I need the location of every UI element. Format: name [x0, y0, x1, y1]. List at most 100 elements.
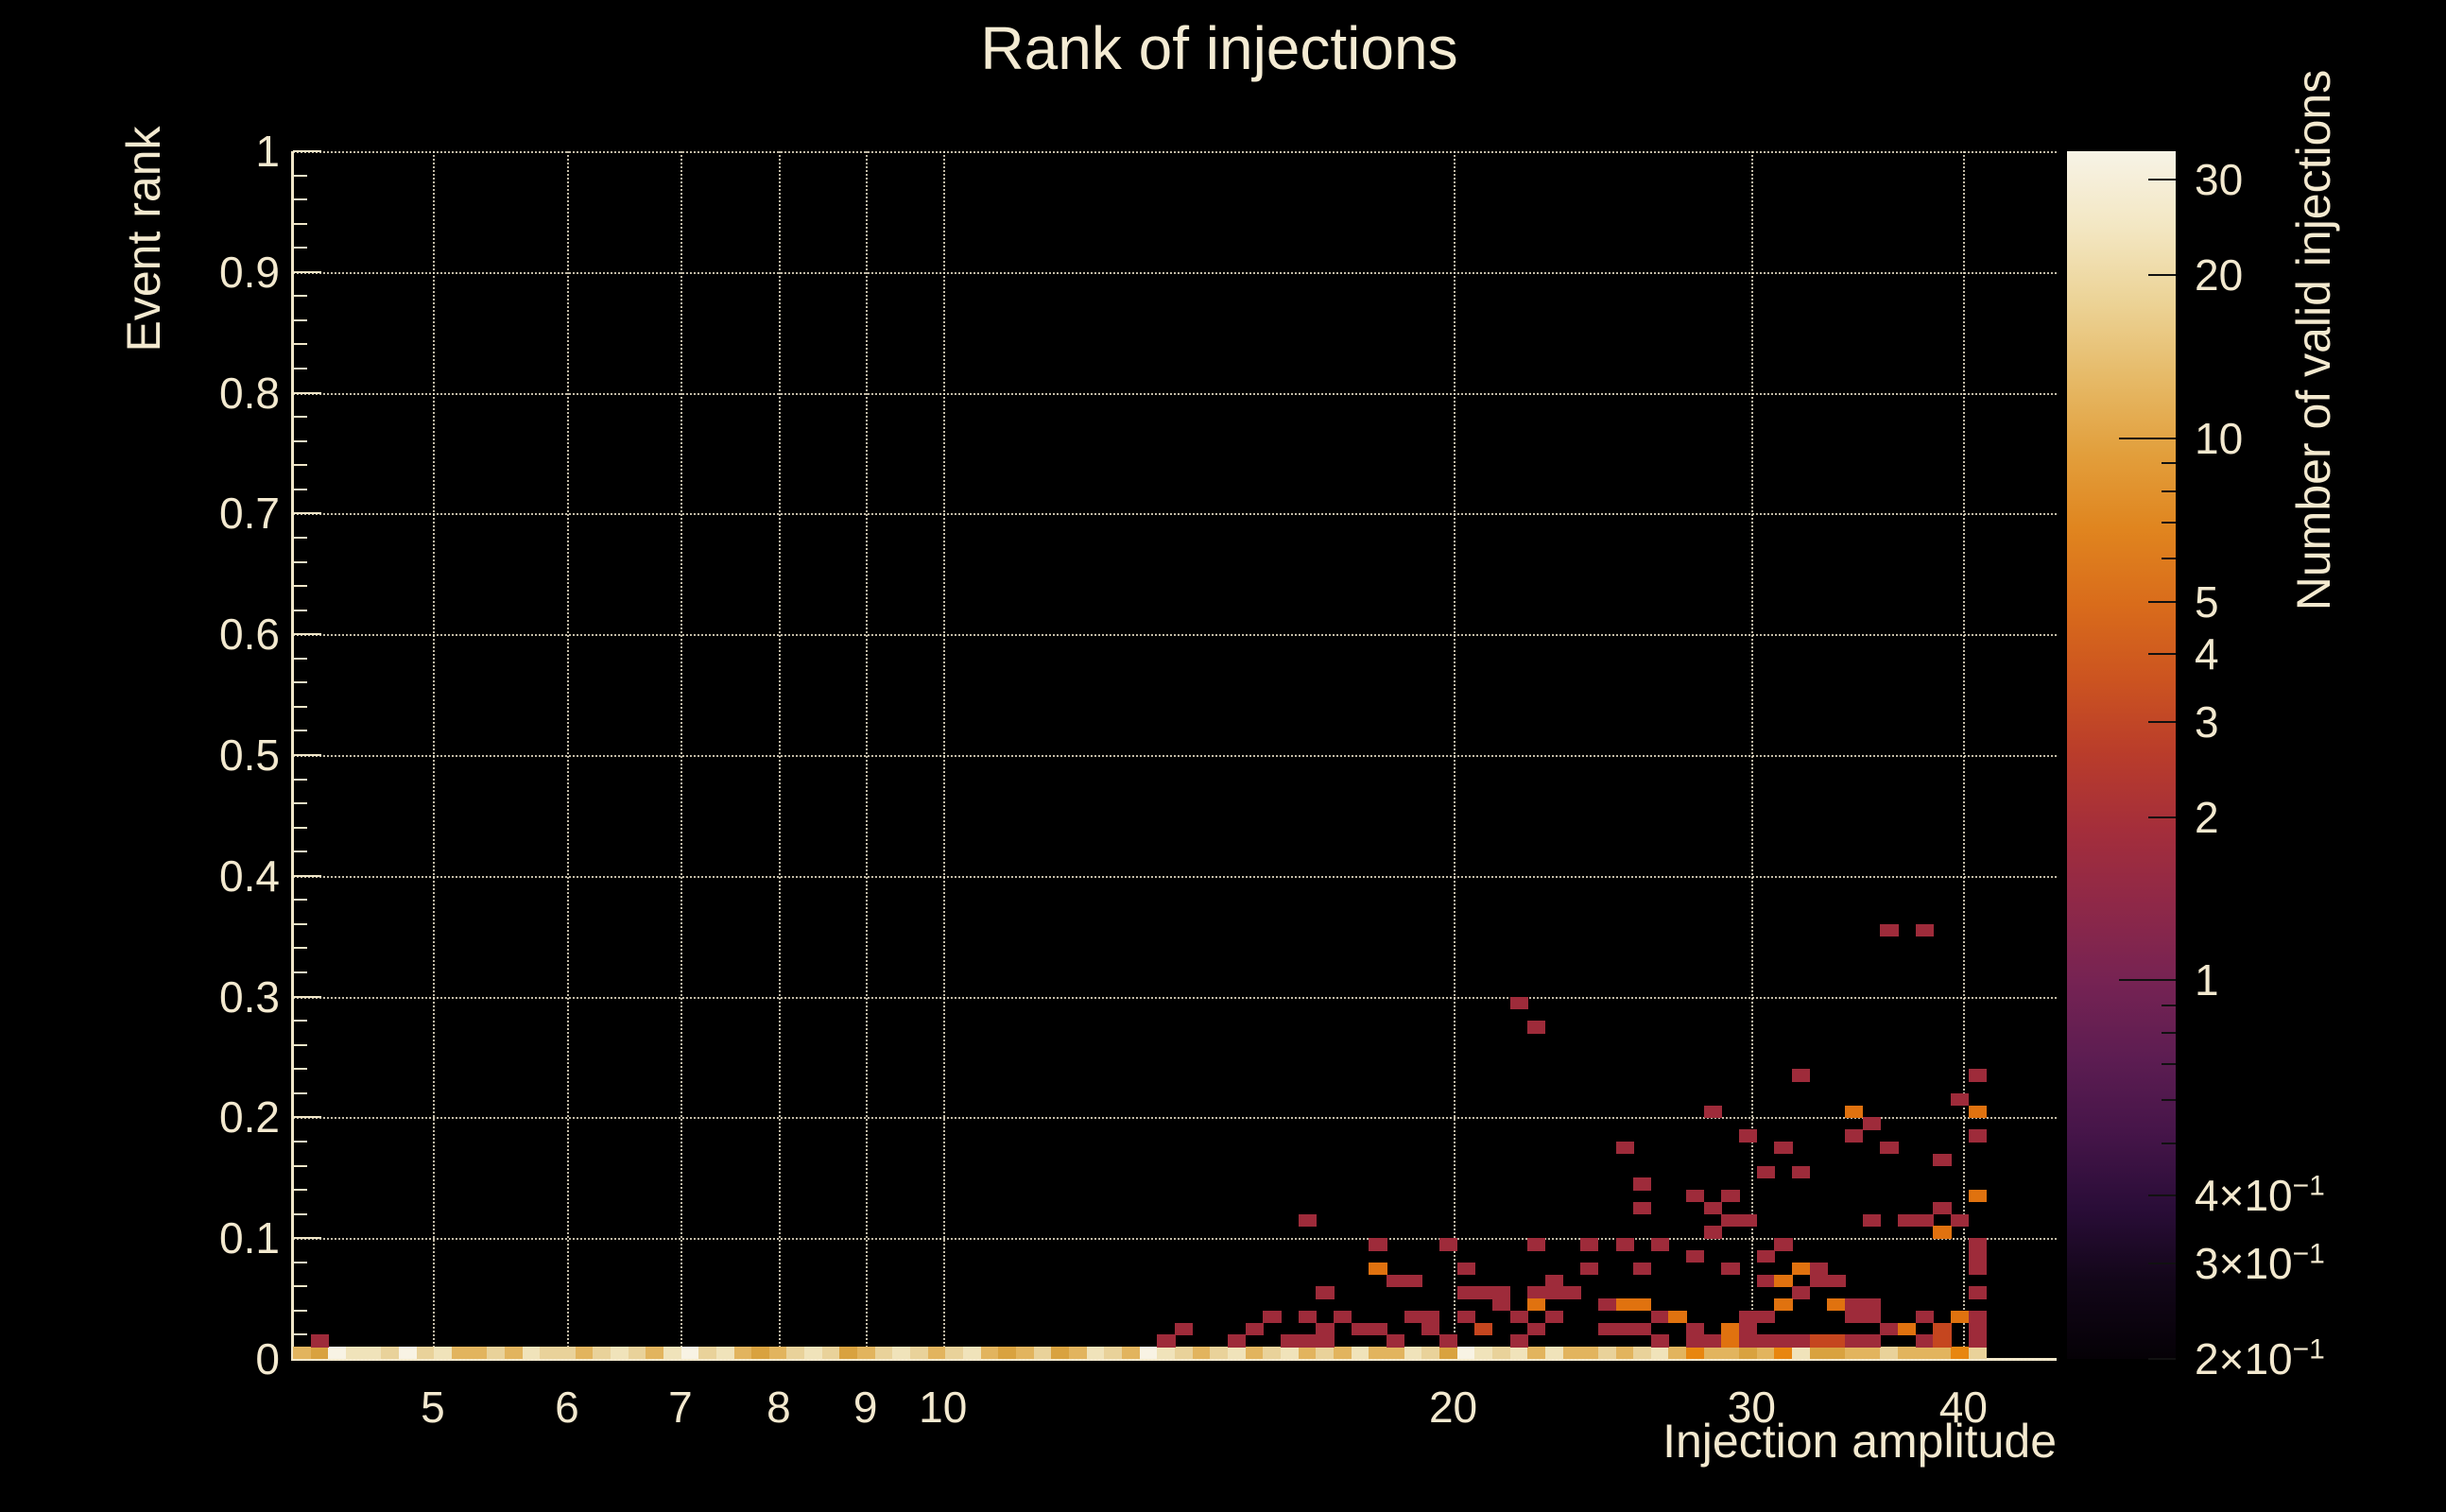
- y-tick: [293, 1164, 307, 1167]
- heatmap-band-cell: [1633, 1347, 1652, 1359]
- heatmap-cell: [1421, 1322, 1440, 1336]
- y-tick-label: 0.4: [219, 850, 280, 901]
- x-tick-label: 20: [1428, 1383, 1478, 1432]
- heatmap-band-cell: [504, 1347, 524, 1359]
- heatmap-cell: [1968, 1238, 1987, 1251]
- z-tick-label: 4: [2195, 629, 2219, 679]
- heatmap-cell: [1968, 1190, 1987, 1203]
- heatmap-cell: [1298, 1213, 1317, 1227]
- heatmap-band-cell: [1739, 1347, 1758, 1359]
- y-tick: [293, 1189, 307, 1192]
- heatmap-cell: [1527, 1298, 1546, 1312]
- heatmap-band-cell: [1033, 1347, 1052, 1359]
- heatmap-cell: [1739, 1310, 1758, 1324]
- heatmap-band-cell: [768, 1347, 788, 1359]
- y-tick-label: 0.3: [219, 971, 280, 1022]
- heatmap-cell: [1845, 1129, 1864, 1143]
- y-tick: [293, 826, 307, 829]
- heatmap-band-cell: [540, 1347, 559, 1359]
- heatmap-cell: [1968, 1262, 1987, 1276]
- heatmap-cell: [1615, 1322, 1634, 1336]
- heatmap-cell: [1968, 1069, 1987, 1082]
- heatmap-band-cell: [1668, 1347, 1687, 1359]
- x-tick-label: 6: [555, 1383, 579, 1432]
- heatmap-cell: [1880, 1141, 1899, 1155]
- heatmap-band-cell: [1263, 1347, 1282, 1359]
- heatmap-band-cell: [628, 1347, 646, 1359]
- z-tick-label: 2: [2195, 792, 2219, 842]
- heatmap-cell: [1933, 1334, 1952, 1348]
- y-tick-label: 0: [255, 1334, 280, 1383]
- y-tick: [293, 295, 307, 298]
- y-tick: [293, 464, 307, 467]
- heatmap-cell: [1968, 1105, 1987, 1118]
- heatmap-band-cell: [1175, 1347, 1194, 1359]
- heatmap-band-cell: [1862, 1347, 1881, 1359]
- heatmap-cell: [1333, 1310, 1352, 1324]
- heatmap-band-cell: [1104, 1347, 1123, 1359]
- z-minor-tick: [2162, 462, 2176, 465]
- heatmap-cell: [1386, 1334, 1405, 1348]
- heatmap-cell: [1245, 1322, 1264, 1336]
- y-grid-line: [293, 634, 2057, 637]
- heatmap-cell: [1774, 1298, 1793, 1312]
- y-grid-line: [293, 513, 2057, 516]
- y-axis-title: Event rank: [117, 126, 170, 352]
- z-tick-label: 2×10−1: [2195, 1333, 2325, 1383]
- heatmap-cell: [1721, 1262, 1740, 1276]
- heatmap-band-cell: [593, 1347, 612, 1359]
- heatmap-cell: [1280, 1334, 1300, 1348]
- y-tick: [293, 947, 307, 950]
- heatmap-band-cell: [1845, 1347, 1864, 1359]
- heatmap-band-cell: [1438, 1347, 1458, 1359]
- heatmap-band-cell: [945, 1347, 964, 1359]
- heatmap-cell: [1456, 1310, 1475, 1324]
- z-minor-tick: [2162, 490, 2176, 492]
- heatmap-cell: [1809, 1274, 1828, 1287]
- z-axis-title: Number of valid injections: [2287, 69, 2340, 611]
- heatmap-cell: [1968, 1249, 1987, 1263]
- z-minor-tick: [2162, 1142, 2176, 1144]
- y-tick: [293, 850, 307, 853]
- heatmap-cell: [1686, 1322, 1705, 1336]
- heatmap-cell: [1915, 1310, 1934, 1324]
- heatmap-band-cell: [874, 1347, 894, 1359]
- heatmap-band-cell: [469, 1347, 488, 1359]
- heatmap-cell: [1509, 996, 1528, 1009]
- heatmap-cell: [1650, 1238, 1670, 1251]
- heatmap-cell: [1880, 923, 1899, 937]
- heatmap-band-cell: [1880, 1347, 1899, 1359]
- heatmap-band-cell: [328, 1347, 347, 1359]
- heatmap-cell: [1580, 1238, 1599, 1251]
- heatmap-cell: [1915, 923, 1934, 937]
- heatmap-cell: [1933, 1226, 1952, 1239]
- z-tick-label: 5: [2195, 576, 2219, 627]
- heatmap-cell: [1845, 1334, 1864, 1348]
- heatmap-cell: [1968, 1334, 1987, 1348]
- heatmap-band-cell: [1721, 1347, 1740, 1359]
- heatmap-cell: [1597, 1322, 1617, 1336]
- heatmap-cell: [1421, 1310, 1440, 1324]
- z-tick: [2119, 437, 2176, 439]
- y-tick: [293, 1116, 321, 1119]
- z-tick: [2148, 720, 2176, 723]
- y-tick-label: 1: [255, 127, 280, 176]
- heatmap-band-cell: [557, 1347, 577, 1359]
- heatmap-band-cell: [1192, 1347, 1211, 1359]
- heatmap-cell: [1456, 1286, 1475, 1299]
- heatmap-cell: [1933, 1153, 1952, 1167]
- x-axis-title: Injection amplitude: [1662, 1415, 2057, 1468]
- y-tick: [293, 995, 321, 998]
- heatmap-cell: [1369, 1238, 1387, 1251]
- heatmap-band-cell: [857, 1347, 876, 1359]
- y-tick: [293, 609, 307, 611]
- heatmap-band-cell: [733, 1347, 752, 1359]
- z-tick: [2148, 1194, 2176, 1197]
- heatmap-cell: [1633, 1177, 1652, 1191]
- heatmap-band-cell: [715, 1347, 735, 1359]
- heatmap-cell: [1915, 1334, 1934, 1348]
- y-tick: [293, 730, 307, 732]
- heatmap-cell: [1862, 1334, 1881, 1348]
- heatmap-cell: [1316, 1286, 1335, 1299]
